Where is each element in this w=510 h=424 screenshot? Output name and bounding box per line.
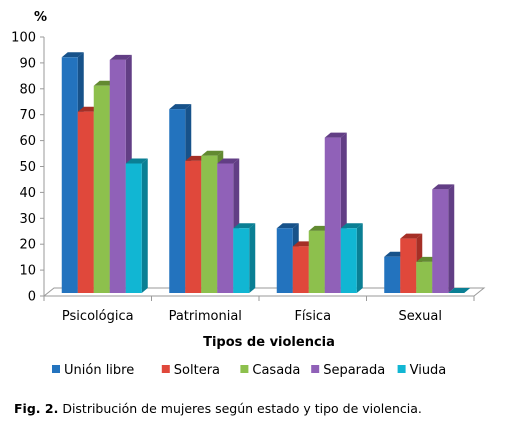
y-tick-label: 100 xyxy=(11,31,36,46)
bar-front xyxy=(201,155,218,293)
bar-front xyxy=(125,163,142,293)
bar-front xyxy=(61,57,78,294)
y-axis-label: % xyxy=(34,10,47,25)
bar-front xyxy=(292,246,309,293)
x-tick-label: Psicológica xyxy=(62,309,134,324)
y-tick-label: 50 xyxy=(19,160,36,175)
bar-top xyxy=(61,52,84,58)
bar-front xyxy=(340,228,357,293)
bar-separada-sexual xyxy=(432,184,455,293)
legend-swatch xyxy=(397,365,406,373)
bar-viuda-patrimonial xyxy=(233,223,256,293)
legend-swatch xyxy=(311,365,320,373)
bar-front xyxy=(77,111,94,293)
bar-top xyxy=(448,288,471,293)
bar-top xyxy=(233,223,256,229)
bar-top xyxy=(340,223,363,229)
bar-viuda-psicologica xyxy=(125,158,148,293)
bar-front xyxy=(233,228,250,293)
bar-front xyxy=(432,189,449,293)
bar-top xyxy=(432,184,455,190)
legend-label: Viuda xyxy=(410,363,447,378)
legend-label: Soltera xyxy=(174,363,220,378)
caption-label: Fig. 2. xyxy=(14,401,59,416)
bar-top xyxy=(109,54,132,60)
bar-side xyxy=(356,223,363,293)
x-axis-label: Tipos de violencia xyxy=(203,335,335,350)
x-tick-label: Patrimonial xyxy=(169,309,242,324)
bar-side xyxy=(448,184,455,293)
bar-front xyxy=(324,137,341,293)
legend-label: Separada xyxy=(323,363,385,378)
bar-top xyxy=(169,104,192,110)
legend-label: Unión libre xyxy=(64,363,134,378)
legend-swatch xyxy=(240,365,249,373)
chart-floor xyxy=(42,287,486,297)
y-tick-label: 0 xyxy=(28,290,36,305)
bar-top xyxy=(125,158,148,164)
bar-top xyxy=(400,233,423,239)
bar-top xyxy=(276,223,299,229)
bar-front xyxy=(384,256,401,293)
legend-entry-casada: Casada xyxy=(240,363,300,378)
bar-front xyxy=(400,238,417,293)
bar-top xyxy=(217,158,240,164)
legend-entry-separada: Separada xyxy=(311,363,385,378)
x-tick-label: Física xyxy=(294,309,331,324)
bar-front xyxy=(109,59,126,294)
legend-entry-soltera: Soltera xyxy=(161,363,220,378)
y-tick-label: 40 xyxy=(19,186,36,201)
bar-chart: 0 10 20 30 40 50 60 70 80 90 100% Psicológica Patrim… xyxy=(11,10,486,378)
bar-front xyxy=(217,163,234,293)
bar-viuda-sexual xyxy=(448,288,471,293)
bar-front xyxy=(169,109,186,293)
y-tick-label: 70 xyxy=(19,108,36,123)
y-tick-label: 20 xyxy=(19,238,36,253)
bar-front xyxy=(93,85,110,293)
bar-side xyxy=(141,158,148,293)
bar-front xyxy=(308,230,325,293)
legend-swatch xyxy=(52,365,60,373)
figure-caption: Fig. 2. Distribución de mujeres según es… xyxy=(14,401,422,416)
y-tick-label: 90 xyxy=(19,56,36,71)
legend-swatch xyxy=(161,365,170,373)
bar-side xyxy=(249,223,256,293)
bar-viuda-fisica xyxy=(340,223,363,293)
bar-top xyxy=(201,150,224,156)
x-tick-label: Sexual xyxy=(398,309,442,324)
caption-text: Distribución de mujeres según estado y t… xyxy=(62,401,422,416)
legend-entry-union-libre: Unión libre xyxy=(52,363,134,378)
y-tick-label: 30 xyxy=(19,212,36,227)
bar-front xyxy=(416,261,433,293)
y-tick-label: 80 xyxy=(19,82,36,97)
bar-top xyxy=(324,132,347,138)
legend-entry-viuda: Viuda xyxy=(397,363,447,378)
y-tick-label: 10 xyxy=(19,264,36,279)
legend-label: Casada xyxy=(252,363,300,378)
y-tick-label: 60 xyxy=(19,134,36,149)
bar-front xyxy=(276,228,293,293)
bar-front xyxy=(185,160,202,293)
